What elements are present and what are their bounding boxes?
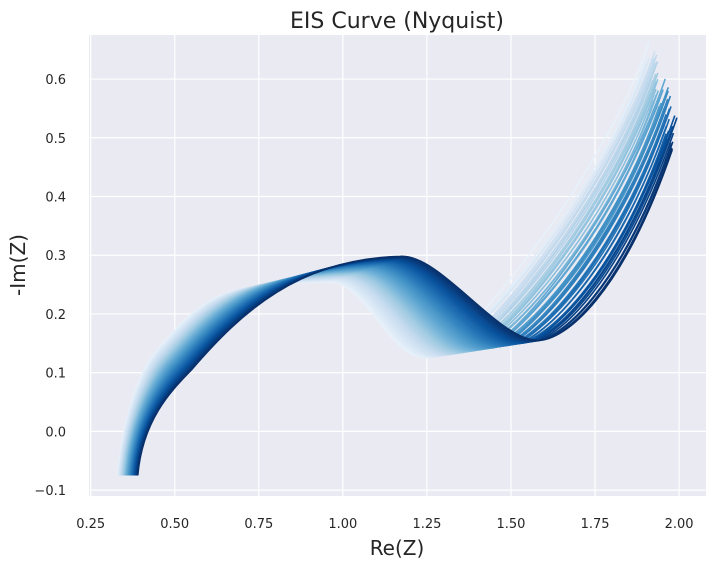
x-tick-labels: 0.25 0.50 0.75 1.00 1.25 1.50 1.75 2.00 (76, 517, 693, 532)
y-axis-title: -Im(Z) (6, 234, 30, 296)
x-axis-title: Re(Z) (370, 536, 425, 560)
curve-family (116, 40, 678, 476)
x-tick-label: 1.50 (497, 517, 526, 532)
y-tick-label: 0.5 (45, 132, 66, 147)
chart-title: EIS Curve (Nyquist) (290, 9, 504, 34)
y-tick-label: −0.1 (34, 484, 66, 499)
x-tick-label: 1.25 (412, 517, 441, 532)
y-tick-labels: −0.1 0.0 0.1 0.2 0.3 0.4 0.5 0.6 (34, 73, 66, 499)
y-tick-label: 0.6 (45, 73, 66, 88)
y-tick-label: 0.0 (45, 425, 66, 440)
x-tick-label: 1.75 (581, 517, 610, 532)
x-tick-label: 1.00 (328, 517, 357, 532)
y-tick-label: 0.3 (45, 249, 66, 264)
x-tick-label: 2.00 (665, 517, 694, 532)
x-tick-label: 0.75 (244, 517, 273, 532)
eis-curve (136, 149, 674, 476)
y-tick-label: 0.4 (45, 190, 66, 205)
y-tick-label: 0.2 (45, 308, 66, 323)
grid (89, 35, 706, 496)
x-tick-label: 0.25 (76, 517, 105, 532)
y-tick-label: 0.1 (45, 367, 66, 382)
x-tick-label: 0.50 (160, 517, 189, 532)
